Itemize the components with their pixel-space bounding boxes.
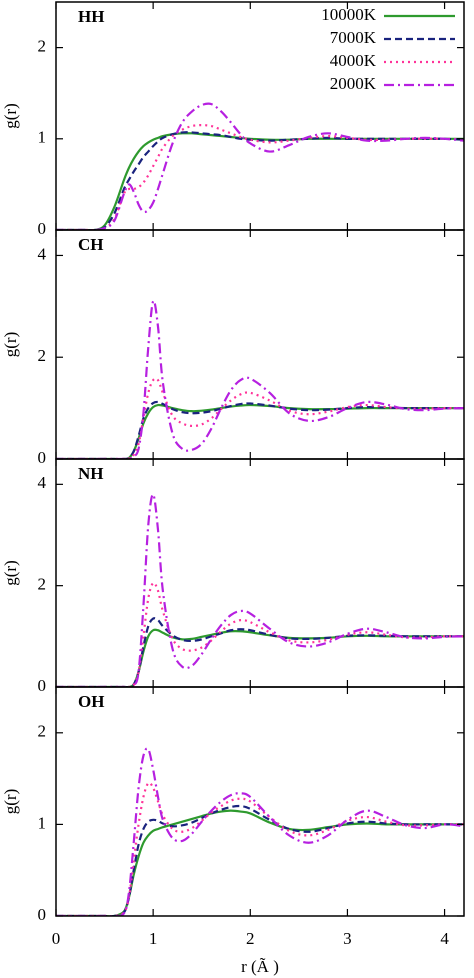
series-line [56, 628, 464, 687]
series-line [56, 804, 464, 916]
y-tick-label: 2 [38, 722, 47, 741]
series-line [56, 403, 464, 459]
y-tick-label: 2 [38, 575, 47, 594]
series-line [56, 299, 464, 459]
plot-frame [55, 686, 465, 917]
y-axis-label: g(r) [1, 103, 20, 128]
plot-frame [55, 1, 465, 231]
y-axis-label: g(r) [1, 332, 20, 357]
legend-label: 10000K [321, 5, 377, 24]
plot-frame [55, 458, 465, 688]
plot-frame [55, 229, 465, 460]
series-line [56, 747, 464, 916]
series-line [56, 781, 464, 916]
series-line [56, 377, 464, 459]
x-tick-label: 3 [343, 929, 352, 948]
x-tick-label: 0 [52, 929, 61, 948]
y-tick-label: 0 [38, 448, 47, 467]
y-axis-label: g(r) [1, 560, 20, 585]
y-tick-label: 0 [38, 676, 47, 695]
series-line [56, 131, 464, 230]
panel-label: HH [78, 7, 104, 26]
series-line [56, 493, 464, 687]
x-axis-label: r (Ã ) [241, 957, 279, 976]
y-tick-label: 1 [38, 128, 47, 147]
y-tick-label: 2 [38, 346, 47, 365]
y-tick-label: 0 [38, 905, 47, 924]
y-tick-label: 4 [38, 473, 47, 492]
panel-label: NH [78, 464, 104, 483]
y-tick-label: 2 [38, 37, 47, 56]
legend-label: 2000K [330, 74, 377, 93]
y-axis-label: g(r) [1, 789, 20, 814]
series-line [56, 617, 464, 687]
series-line [56, 102, 464, 230]
legend-label: 4000K [330, 51, 377, 70]
panel-label: CH [78, 235, 104, 254]
panel-label: OH [78, 692, 104, 711]
series-line [56, 400, 464, 459]
x-tick-label: 2 [246, 929, 255, 948]
y-tick-label: 4 [38, 244, 47, 263]
series-line [56, 809, 464, 916]
y-tick-label: 1 [38, 813, 47, 832]
y-tick-label: 0 [38, 219, 47, 238]
legend-label: 7000K [330, 28, 377, 47]
x-tick-label: 1 [149, 929, 158, 948]
series-line [56, 581, 464, 687]
x-tick-label: 4 [440, 929, 449, 948]
